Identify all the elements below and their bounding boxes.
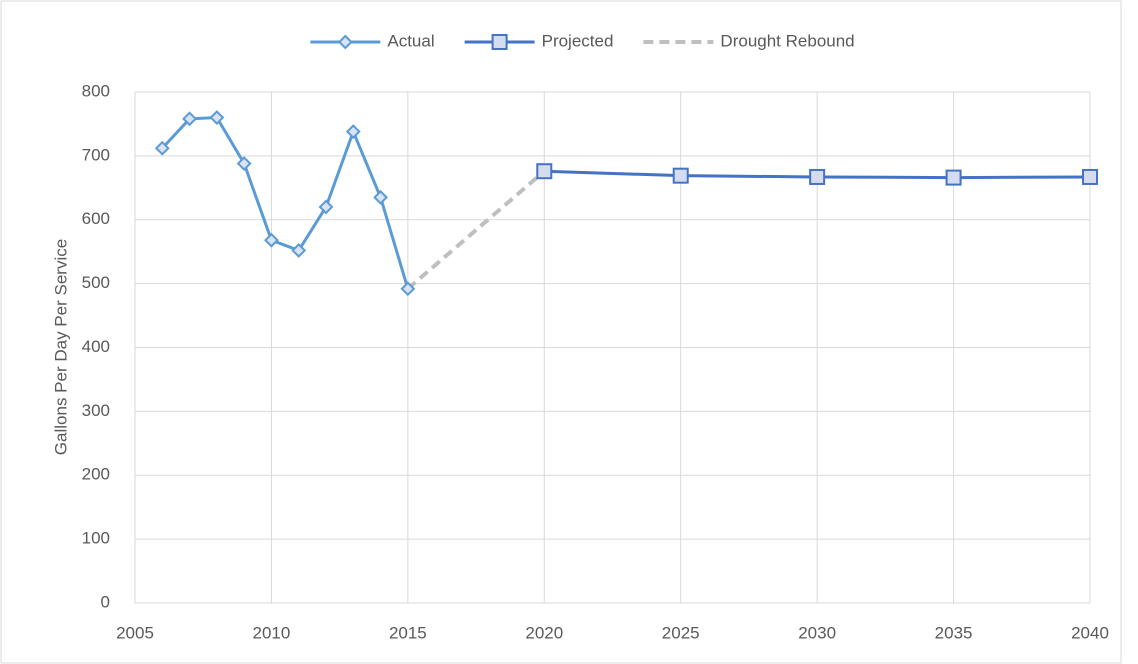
legend-item: Actual — [310, 31, 435, 50]
x-tick-label: 2010 — [253, 623, 291, 642]
point — [345, 124, 361, 140]
y-tick-label: 400 — [82, 337, 110, 356]
point — [945, 169, 962, 186]
point — [264, 232, 279, 248]
y-tick-label: 0 — [101, 592, 110, 611]
point — [291, 242, 307, 258]
point — [318, 199, 334, 215]
legend-item: Drought Rebound — [643, 31, 855, 50]
series-line — [161, 116, 410, 290]
point — [536, 163, 553, 180]
point — [182, 111, 197, 127]
y-tick-label: 200 — [82, 465, 110, 484]
y-tick-label: 100 — [82, 529, 110, 548]
y-tick-label: 500 — [82, 273, 110, 292]
y-tick-label: 800 — [82, 81, 110, 100]
legend: Actual Projected Drought Rebound — [310, 31, 855, 50]
y-tick-label: 600 — [82, 209, 110, 228]
point — [154, 140, 170, 156]
legend-item: Projected — [464, 31, 614, 50]
point — [373, 189, 388, 205]
x-tick-label: 2015 — [389, 623, 427, 642]
x-tick-label: 2005 — [116, 623, 154, 642]
x-tick-label: 2035 — [935, 623, 973, 642]
legend-label: Projected — [542, 31, 614, 50]
legend-label: Drought Rebound — [720, 31, 854, 50]
point — [1082, 168, 1098, 185]
x-tick-label: 2020 — [525, 623, 563, 642]
x-tick-label: 2040 — [1071, 623, 1109, 642]
point — [491, 34, 508, 50]
y-axis-label: Gallons Per Day Per Service — [51, 239, 70, 455]
point — [672, 167, 689, 184]
x-tick-label: 2025 — [662, 623, 700, 642]
point — [400, 281, 416, 297]
point — [337, 34, 353, 50]
y-tick-label: 700 — [82, 145, 110, 164]
point — [236, 156, 252, 171]
point — [809, 168, 826, 185]
x-tick-label: 2030 — [798, 623, 836, 642]
series-line — [406, 169, 546, 291]
legend-label: Actual — [387, 31, 434, 50]
y-tick-label: 300 — [82, 401, 110, 420]
point — [209, 110, 225, 125]
